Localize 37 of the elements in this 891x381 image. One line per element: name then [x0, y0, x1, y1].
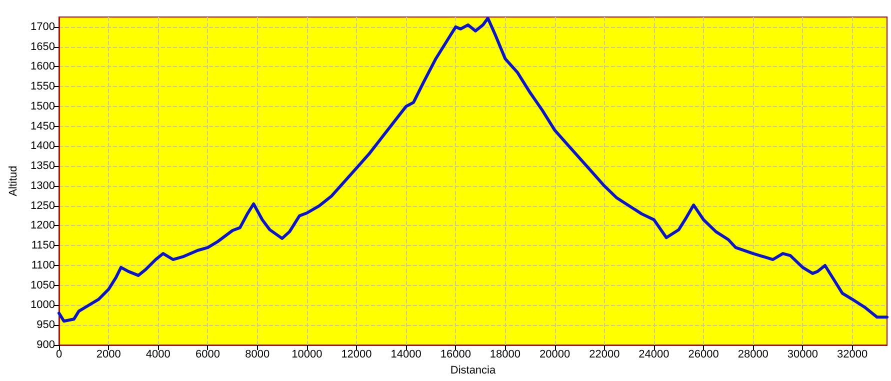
y-tick-label: 1150	[31, 240, 55, 252]
y-tick-label: 1000	[30, 299, 55, 312]
y-tick-label: 1500	[30, 100, 55, 112]
x-tick-label: 14000	[390, 348, 422, 360]
y-tick-label: 1200	[30, 220, 55, 232]
x-tick-label: 30000	[787, 348, 818, 360]
y-tick-label: 1550	[30, 80, 55, 93]
y-tick-label: 1100	[31, 259, 55, 272]
y-tick-label: 1600	[30, 60, 55, 73]
y-tick-label: 1250	[30, 200, 55, 212]
x-tick-label: 8000	[245, 348, 270, 360]
x-tick-label: 0	[56, 348, 62, 360]
x-tick-label: 6000	[196, 348, 220, 360]
y-tick-label: 1300	[30, 180, 55, 192]
y-tick-label: 1650	[30, 40, 55, 53]
x-tick-label: 32000	[836, 348, 868, 360]
x-tick-label: 26000	[688, 348, 719, 360]
y-tick-label: 1450	[30, 120, 55, 132]
x-tick-label: 4000	[146, 348, 170, 360]
y-tick-label: 1400	[30, 140, 55, 152]
x-tick-label: 16000	[440, 348, 471, 360]
x-tick-label: 22000	[589, 348, 620, 360]
line-series	[58, 16, 888, 323]
y-tick-label: 900	[36, 339, 55, 351]
x-tick-label: 12000	[341, 348, 372, 360]
y-axis-title: Altitud	[8, 166, 20, 196]
x-tick-label: 10000	[292, 348, 322, 360]
x-tick-label: 2000	[96, 348, 121, 360]
x-tick-label: 28000	[738, 348, 768, 360]
x-tick-label: 18000	[490, 348, 521, 360]
y-tick-label: 1050	[30, 279, 55, 292]
x-tick-label: 20000	[540, 348, 570, 360]
y-tick-label: 1700	[30, 20, 55, 33]
x-tick-label: 24000	[638, 348, 670, 360]
x-axis-title: Distancia	[450, 364, 496, 376]
y-tick-label: 1350	[30, 160, 55, 172]
y-tick-label: 950	[36, 319, 55, 332]
